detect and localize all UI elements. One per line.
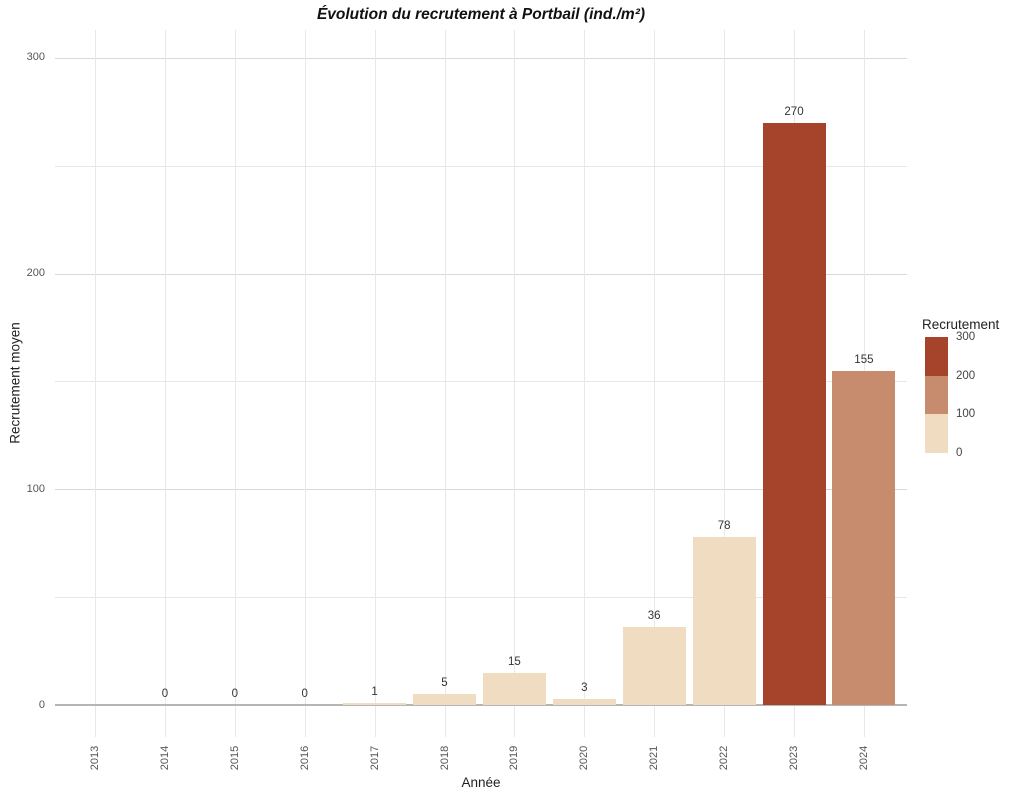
vertical-gridline-2017: [374, 30, 376, 737]
bar-2017: [343, 702, 407, 705]
y-tick-label-200: 200: [26, 267, 45, 280]
legend-tick-label-200: 200: [956, 369, 976, 382]
vertical-gridline-2013: [95, 30, 96, 737]
bar-value-label-2020: 3: [581, 681, 588, 694]
minor-gridline-150: [55, 381, 907, 383]
y-tick-label-300: 300: [26, 51, 45, 64]
legend-tick-label-100: 100: [956, 408, 976, 421]
legend-tick-label-0: 0: [956, 446, 963, 459]
zero-baseline: [55, 704, 907, 706]
bar-value-label-2014: 0: [161, 688, 169, 700]
bar-2018: [413, 694, 476, 705]
bar-2019: [482, 672, 546, 705]
x-tick-label-2018: 2018: [438, 745, 451, 771]
major-gridline-200: [55, 273, 907, 275]
vertical-gridline-2019: [514, 30, 516, 737]
x-tick-label-2015: 2015: [228, 745, 241, 771]
bar-2021: [622, 627, 686, 705]
vertical-gridline-2015: [234, 30, 236, 737]
x-tick-label-2013: 2013: [89, 745, 101, 771]
vertical-gridline-2016: [304, 30, 306, 737]
x-axis-title: Année: [461, 775, 501, 790]
x-tick-label-2016: 2016: [298, 745, 311, 771]
minor-gridline-250: [55, 165, 907, 167]
chart-title: Évolution du recrutement à Portbail (ind…: [316, 6, 646, 23]
x-tick-label-2024: 2024: [857, 745, 870, 771]
vertical-gridline-2018: [444, 30, 446, 737]
vertical-gridline-2020: [584, 30, 586, 737]
x-tick-label-2021: 2021: [648, 745, 661, 771]
bar-value-label-2018: 5: [441, 677, 448, 690]
x-tick-label-2022: 2022: [718, 745, 731, 771]
x-tick-label-2020: 2020: [578, 745, 591, 771]
legend-colorbar-segment-0: [925, 337, 948, 376]
bar-2020: [552, 698, 616, 705]
bar-value-label-2017: 1: [371, 685, 378, 698]
x-tick-label-2019: 2019: [508, 745, 521, 771]
bar-2023: [762, 122, 826, 705]
y-axis-title: Recrutement moyen: [7, 322, 23, 444]
minor-gridline-50: [55, 597, 907, 599]
legend-title: Recrutement: [922, 317, 1000, 332]
y-tick-label-0: 0: [38, 698, 45, 711]
legend-colorbar-segment-2: [925, 414, 948, 453]
bar-value-label-2023: 270: [784, 105, 804, 118]
vertical-gridline-2022: [724, 30, 726, 737]
legend-colorbar-segment-1: [925, 375, 948, 415]
major-gridline-100: [55, 489, 907, 491]
vertical-gridline-2021: [654, 30, 656, 737]
x-tick-label-2023: 2023: [788, 745, 800, 771]
major-gridline-300: [55, 57, 907, 59]
bar-value-label-2019: 15: [507, 655, 521, 668]
x-tick-label-2014: 2014: [158, 745, 171, 771]
bar-value-label-2024: 155: [854, 353, 874, 366]
x-tick-label-2017: 2017: [368, 745, 381, 771]
bar-value-label-2022: 78: [717, 519, 731, 532]
bar-2024: [832, 370, 896, 705]
bar-value-label-2021: 36: [647, 610, 661, 623]
y-tick-label-100: 100: [26, 482, 45, 495]
bar-value-label-2016: 0: [301, 688, 308, 700]
legend-tick-label-300: 300: [956, 331, 976, 343]
vertical-gridline-2014: [164, 30, 166, 737]
bar-value-label-2015: 0: [231, 688, 238, 700]
bar-2022: [692, 536, 756, 705]
